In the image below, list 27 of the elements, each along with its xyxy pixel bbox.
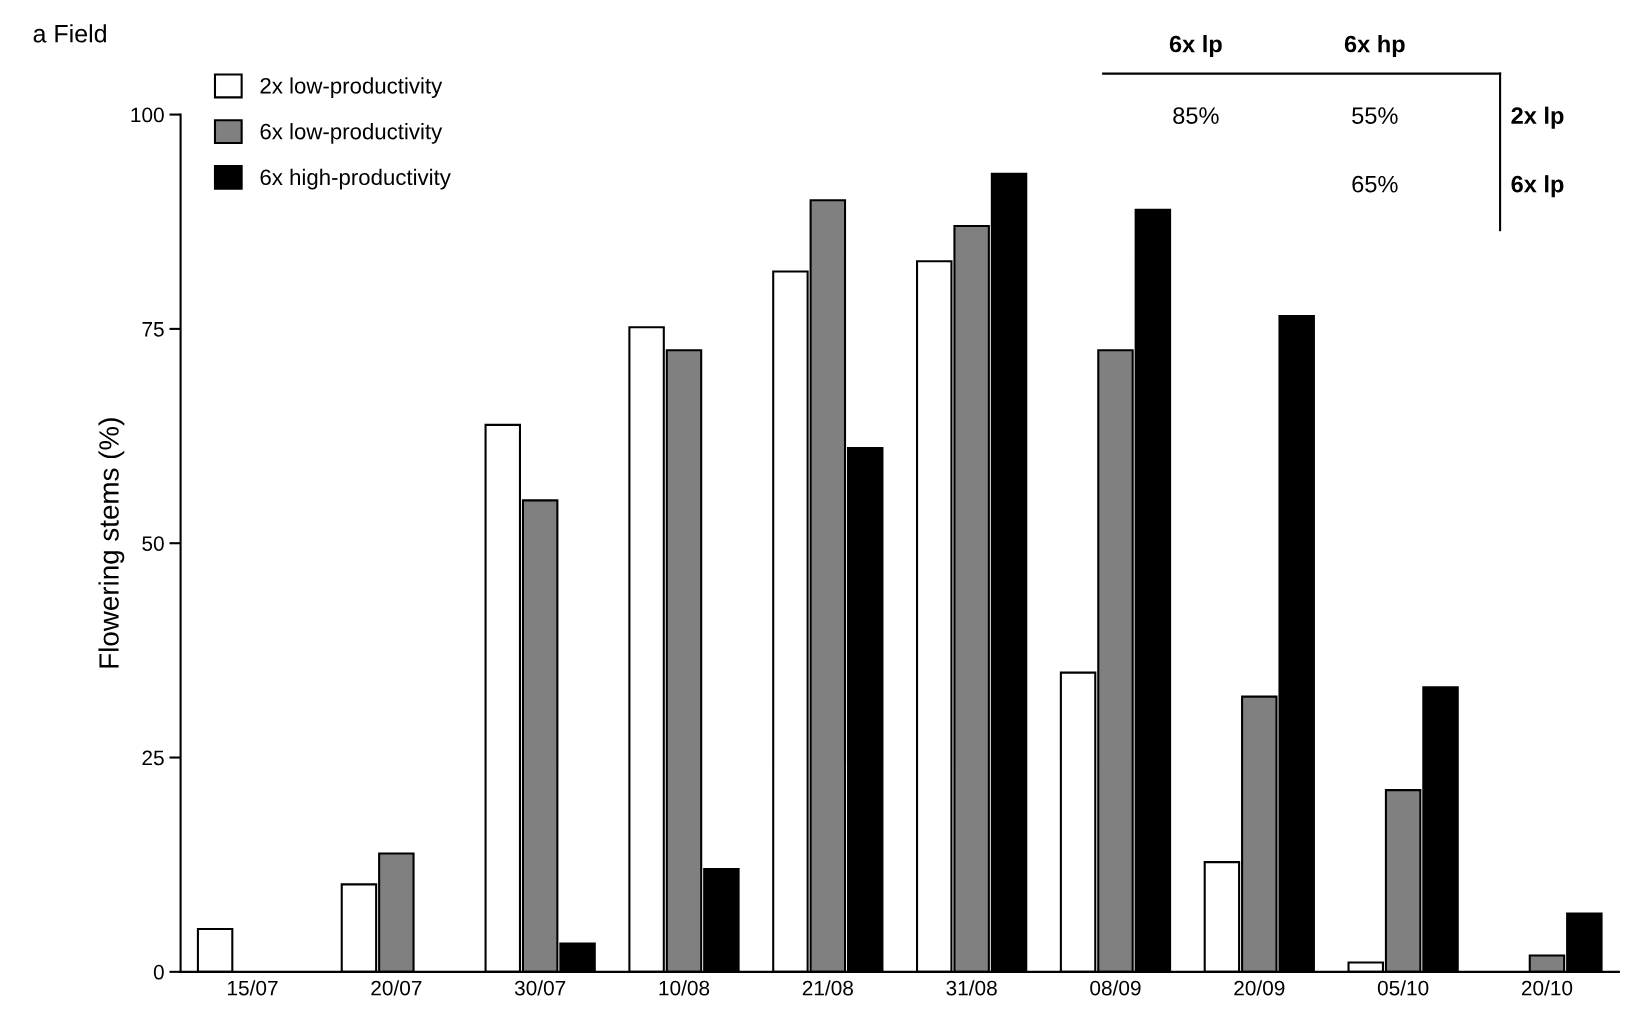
annotation: 55% xyxy=(1352,107,1398,124)
y-tick-label: 75 xyxy=(142,322,164,337)
text: 6x hp xyxy=(1344,35,1405,58)
y-tick-label: 50 xyxy=(142,536,164,551)
x-tick-label: 31/08 xyxy=(946,980,997,996)
x-tick-label: 15/07 xyxy=(228,980,278,996)
annotation: 85% xyxy=(1173,107,1219,124)
x-tick-label: 20/07 xyxy=(371,980,422,996)
annotation: 6x lp xyxy=(1511,175,1564,198)
x-tick-label: 08/09 xyxy=(1090,980,1141,996)
y-tick-label: 0 xyxy=(153,964,164,980)
x-tick-label: 20/10 xyxy=(1521,980,1573,996)
x-tick-label: 30/07 xyxy=(514,980,566,996)
x-tick-label: 21/08 xyxy=(802,980,853,996)
chart-title: a Field xyxy=(33,24,106,43)
legend-label: 6x low-productivity xyxy=(260,123,443,144)
legend-label: 2x low-productivity xyxy=(260,77,443,99)
annotation: 2x lp xyxy=(1511,106,1564,129)
x-tick-label: 05/10 xyxy=(1377,980,1429,996)
x-tick-label: 20/09 xyxy=(1234,980,1285,996)
text: 6x lp xyxy=(1169,35,1222,58)
annotation: 65% xyxy=(1352,175,1398,193)
x-tick-label: 10/08 xyxy=(659,980,710,996)
y-tick-label: 25 xyxy=(142,750,164,766)
y-tick-label: 100 xyxy=(131,107,164,123)
y-axis-title: Flowering stems (%) xyxy=(98,418,125,668)
legend-label: 6x high-productivity xyxy=(260,168,451,190)
